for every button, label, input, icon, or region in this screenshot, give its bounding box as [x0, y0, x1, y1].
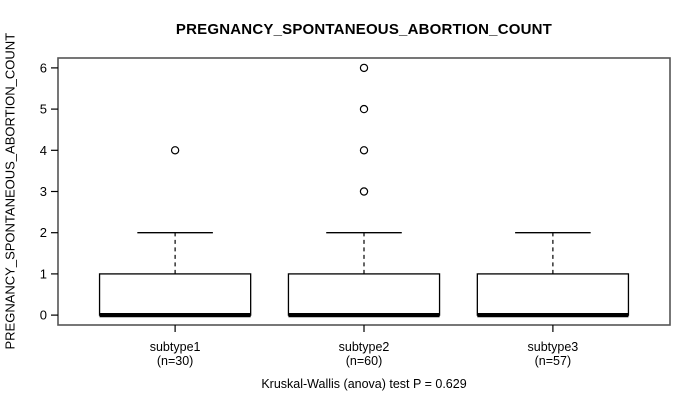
outlier-point: [359, 187, 369, 196]
y-axis-tick-label: 2: [40, 225, 47, 240]
outlier-point: [359, 104, 369, 114]
y-axis-tick-label: 6: [40, 60, 47, 75]
outlier-point: [359, 146, 369, 155]
box-iqr: [98, 273, 252, 316]
group-n-label: (n=60): [346, 354, 382, 368]
stat-test-label: Kruskal-Wallis (anova) test P = 0.629: [261, 377, 467, 391]
group-label: subtype1: [150, 340, 201, 354]
y-axis-tick-label: 1: [40, 266, 47, 281]
y-axis-tick-label: 5: [40, 102, 47, 117]
box-iqr: [287, 273, 441, 316]
group-n-label: (n=57): [535, 354, 571, 368]
outlier-point: [170, 146, 180, 155]
group-n-label: (n=30): [157, 354, 193, 368]
outlier-point: [359, 63, 369, 73]
group-label: subtype3: [528, 340, 579, 354]
box-iqr: [476, 273, 630, 316]
y-axis-tick-label: 3: [40, 184, 47, 199]
chart-title: PREGNANCY_SPONTANEOUS_ABORTION_COUNT: [175, 21, 553, 38]
y-axis-tick-label: 0: [40, 308, 47, 323]
y-axis-tick-label: 4: [40, 143, 47, 158]
group-label: subtype2: [339, 340, 390, 354]
